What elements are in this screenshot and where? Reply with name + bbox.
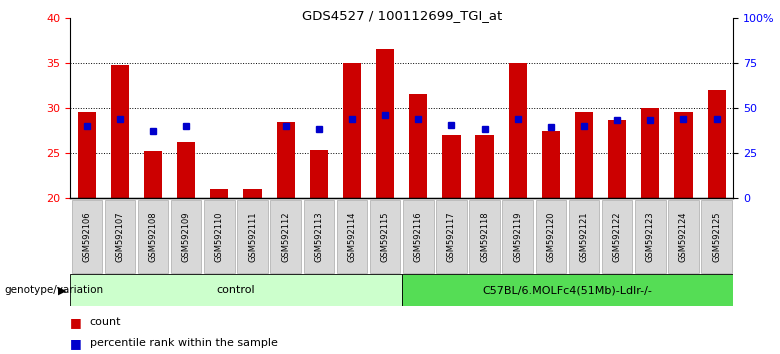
FancyBboxPatch shape xyxy=(470,200,500,273)
FancyBboxPatch shape xyxy=(337,200,367,273)
Bar xyxy=(410,95,427,198)
Bar xyxy=(641,108,659,198)
FancyBboxPatch shape xyxy=(536,200,566,273)
FancyBboxPatch shape xyxy=(204,200,235,273)
Bar xyxy=(78,113,96,198)
Text: GSM592117: GSM592117 xyxy=(447,211,456,262)
Text: GSM592111: GSM592111 xyxy=(248,211,257,262)
Bar xyxy=(144,151,162,198)
Text: GSM592121: GSM592121 xyxy=(580,211,589,262)
Bar xyxy=(111,65,129,198)
Text: GSM592108: GSM592108 xyxy=(148,211,158,262)
Text: GSM592107: GSM592107 xyxy=(115,211,125,262)
Text: GSM592115: GSM592115 xyxy=(381,211,390,262)
Text: C57BL/6.MOLFc4(51Mb)-Ldlr-/-: C57BL/6.MOLFc4(51Mb)-Ldlr-/- xyxy=(483,285,652,295)
FancyBboxPatch shape xyxy=(403,200,434,273)
Text: GSM592113: GSM592113 xyxy=(314,211,324,262)
Bar xyxy=(542,131,560,198)
FancyBboxPatch shape xyxy=(569,200,599,273)
FancyBboxPatch shape xyxy=(237,200,268,273)
FancyBboxPatch shape xyxy=(138,200,168,273)
FancyBboxPatch shape xyxy=(70,274,402,306)
Bar xyxy=(509,63,526,198)
Bar xyxy=(211,189,229,198)
FancyBboxPatch shape xyxy=(303,200,334,273)
Text: GDS4527 / 100112699_TGI_at: GDS4527 / 100112699_TGI_at xyxy=(302,9,502,22)
Text: GSM592106: GSM592106 xyxy=(82,211,91,262)
Bar xyxy=(277,121,295,198)
Bar xyxy=(476,135,494,198)
Text: control: control xyxy=(217,285,255,295)
Text: GSM592110: GSM592110 xyxy=(215,211,224,262)
Text: ■: ■ xyxy=(70,337,82,350)
FancyBboxPatch shape xyxy=(635,200,665,273)
Text: GSM592122: GSM592122 xyxy=(612,211,622,262)
FancyBboxPatch shape xyxy=(701,200,732,273)
Text: GSM592120: GSM592120 xyxy=(546,211,555,262)
Text: GSM592109: GSM592109 xyxy=(182,211,191,262)
Bar xyxy=(343,63,361,198)
FancyBboxPatch shape xyxy=(370,200,400,273)
Text: ■: ■ xyxy=(70,316,82,329)
FancyBboxPatch shape xyxy=(436,200,466,273)
Text: genotype/variation: genotype/variation xyxy=(4,285,103,295)
Bar xyxy=(376,49,394,198)
Bar xyxy=(310,150,328,198)
Text: ▶: ▶ xyxy=(58,285,66,295)
FancyBboxPatch shape xyxy=(602,200,633,273)
Bar xyxy=(608,120,626,198)
Bar xyxy=(177,142,195,198)
FancyBboxPatch shape xyxy=(271,200,301,273)
FancyBboxPatch shape xyxy=(668,200,699,273)
FancyBboxPatch shape xyxy=(502,200,533,273)
FancyBboxPatch shape xyxy=(105,200,135,273)
Text: GSM592119: GSM592119 xyxy=(513,211,523,262)
Bar xyxy=(675,113,693,198)
Text: GSM592124: GSM592124 xyxy=(679,211,688,262)
Bar xyxy=(707,90,725,198)
FancyBboxPatch shape xyxy=(171,200,201,273)
Text: GSM592114: GSM592114 xyxy=(347,211,356,262)
Text: GSM592125: GSM592125 xyxy=(712,211,722,262)
Bar xyxy=(575,113,593,198)
Text: percentile rank within the sample: percentile rank within the sample xyxy=(90,338,278,348)
Bar xyxy=(442,135,460,198)
Text: GSM592118: GSM592118 xyxy=(480,211,489,262)
Text: count: count xyxy=(90,317,121,327)
Text: GSM592123: GSM592123 xyxy=(646,211,655,262)
Bar xyxy=(243,189,261,198)
FancyBboxPatch shape xyxy=(402,274,733,306)
Text: GSM592116: GSM592116 xyxy=(413,211,423,262)
FancyBboxPatch shape xyxy=(72,200,102,273)
Text: GSM592112: GSM592112 xyxy=(281,211,290,262)
